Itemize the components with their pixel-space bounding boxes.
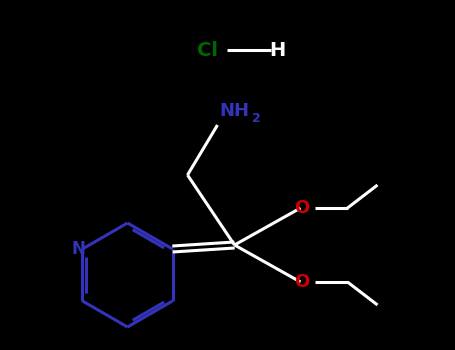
Text: O: O xyxy=(294,273,309,291)
Text: 2: 2 xyxy=(252,112,260,125)
Text: H: H xyxy=(269,41,286,60)
Text: O: O xyxy=(294,199,309,217)
Text: Cl: Cl xyxy=(197,41,218,60)
Text: N: N xyxy=(71,240,86,258)
Text: NH: NH xyxy=(219,102,249,120)
